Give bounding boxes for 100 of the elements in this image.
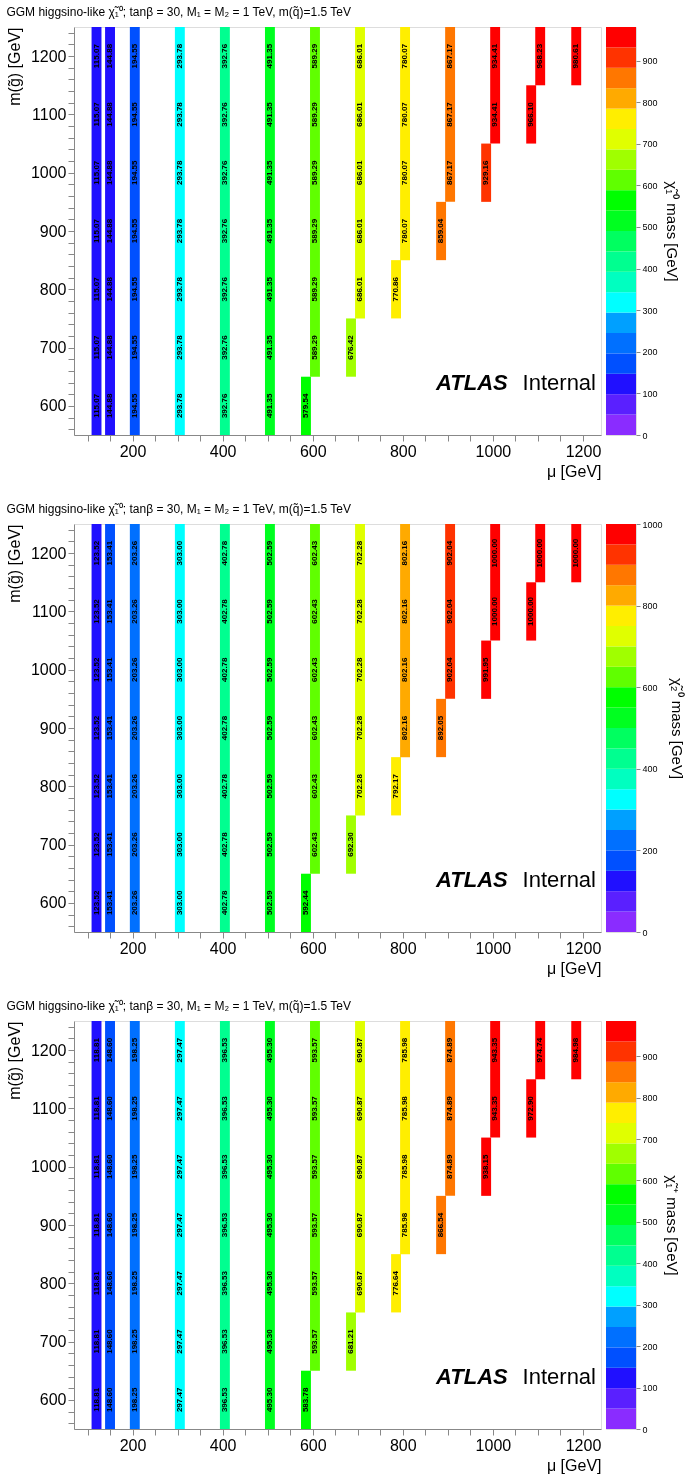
annotation: 123.52 [91, 715, 101, 741]
annotation: ATLAS Internal [435, 1364, 596, 1389]
annotation: 392.76 [219, 334, 229, 360]
annotation: 491.35 [264, 393, 274, 419]
annotation: 690.87 [355, 1095, 365, 1121]
color-bar-label: 100 [642, 1383, 658, 1394]
annotation: 297.47 [174, 1037, 184, 1063]
y-axis-title: m(g̃) [GeV] [5, 1021, 23, 1100]
annotation: 392.76 [219, 276, 229, 302]
annotation: 792.17 [391, 773, 401, 799]
annotation: 303.00 [174, 831, 184, 857]
annotation: 502.59 [264, 831, 274, 857]
annotation: 686.01 [355, 218, 365, 244]
annotation: 198.25 [129, 1153, 139, 1179]
x-tick-label: 600 [299, 442, 327, 460]
annotation: 859.04 [436, 218, 446, 244]
annotation: 984.98 [571, 1037, 581, 1063]
annotation: 495.30 [264, 1387, 274, 1413]
y-tick-label: 800 [39, 280, 67, 298]
annotation: 802.16 [400, 540, 410, 566]
x-tick-label: 1200 [565, 1436, 602, 1454]
annotation: 867.17 [445, 159, 455, 185]
annotation: 115.07 [91, 335, 101, 360]
annotation: 198.25 [129, 1270, 139, 1296]
y-tick-label: 900 [39, 222, 67, 240]
annotation: 589.29 [309, 334, 319, 360]
annotation: 702.28 [355, 598, 365, 624]
annotation: 392.76 [219, 393, 229, 419]
annotation: 974.74 [535, 1037, 545, 1063]
color-bar-label: 0 [642, 1424, 648, 1435]
annotation: 495.30 [264, 1328, 274, 1354]
annotation: 297.47 [174, 1212, 184, 1238]
annotation: 491.35 [264, 218, 274, 244]
annotation: 686.01 [355, 159, 365, 185]
annotation: 303.00 [174, 715, 184, 741]
annotation: 203.26 [129, 598, 139, 624]
annotation: 495.30 [264, 1212, 274, 1238]
annotation: 690.87 [355, 1270, 365, 1296]
annotation: 780.07 [400, 101, 410, 127]
annotation: 115.07 [91, 101, 101, 127]
annotation: 686.01 [355, 276, 365, 302]
color-bar-label: 200 [642, 845, 658, 856]
annotation: 148.60 [105, 1153, 115, 1179]
annotation: 690.87 [355, 1212, 365, 1238]
y-tick-label: 1000 [30, 1158, 67, 1176]
annotation: 293.78 [174, 276, 184, 302]
annotation: 502.59 [264, 598, 274, 624]
annotation: 203.26 [129, 540, 139, 566]
annotation: 396.53 [219, 1212, 229, 1238]
annotation: 972.90 [526, 1095, 536, 1121]
annotation: 589.29 [309, 159, 319, 185]
annotation: 583.78 [300, 1387, 310, 1413]
color-bar-label: 800 [642, 97, 658, 108]
x-tick-label: 600 [299, 939, 327, 957]
annotation: 402.78 [219, 890, 229, 916]
x-tick-label: 400 [209, 1436, 237, 1454]
annotation: 874.89 [445, 1037, 455, 1063]
annotation: 702.28 [355, 540, 365, 566]
annotation: 123.52 [91, 540, 101, 566]
y-tick-label: 1200 [30, 1041, 67, 1059]
x-tick-label: 1000 [475, 442, 512, 460]
annotation: 681.21 [346, 1328, 356, 1354]
annotation: 123.52 [91, 598, 101, 624]
y-tick-label: 900 [39, 719, 67, 737]
annotation: 303.00 [174, 598, 184, 624]
annotation: 502.59 [264, 773, 274, 799]
annotation: 902.04 [445, 540, 455, 566]
y-tick-label: 700 [39, 1333, 67, 1351]
annotation: 144.88 [105, 393, 115, 419]
color-bar-label: 200 [642, 1341, 658, 1352]
y-tick-label: 1200 [30, 47, 67, 65]
color-bar-label: 0 [642, 927, 648, 938]
annotation: 303.00 [174, 540, 184, 566]
color-bar-label: 400 [642, 764, 658, 775]
annotation: 144.88 [105, 276, 115, 302]
color-bar-label: 500 [642, 222, 658, 233]
x-tick-label: 200 [119, 1436, 147, 1454]
annotation: 495.30 [264, 1095, 274, 1121]
annotation: 293.78 [174, 43, 184, 69]
annotation: 115.07 [91, 393, 101, 418]
annotation: 194.55 [129, 334, 139, 360]
annotation: 491.35 [264, 276, 274, 302]
annotation: 396.53 [219, 1153, 229, 1179]
annotation: 602.43 [309, 715, 319, 741]
annotation: 198.25 [129, 1095, 139, 1121]
annotation: 123.52 [91, 831, 101, 857]
annotation: 1000.00 [490, 596, 500, 626]
annotation: 303.00 [174, 656, 184, 682]
annotation: 589.29 [309, 276, 319, 302]
color-bar-label: 700 [642, 1134, 658, 1145]
x-tick-label: 800 [389, 442, 417, 460]
annotation: 593.57 [309, 1212, 319, 1238]
annotation: 589.29 [309, 43, 319, 69]
annotation: 392.76 [219, 43, 229, 69]
annotation: 392.76 [219, 218, 229, 244]
annotation: 980.61 [571, 43, 581, 69]
annotation: 153.41 [105, 598, 115, 624]
annotation: 297.47 [174, 1270, 184, 1296]
y-tick-label: 900 [39, 1216, 67, 1234]
x-tick-label: 1200 [565, 939, 602, 957]
